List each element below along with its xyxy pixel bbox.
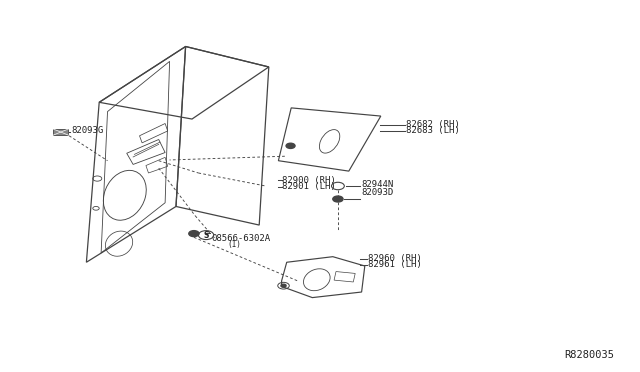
Text: 82944N: 82944N — [362, 180, 394, 189]
Circle shape — [333, 196, 343, 202]
Text: 82683 (LH): 82683 (LH) — [406, 126, 460, 135]
Text: 82960 (RH): 82960 (RH) — [368, 254, 422, 263]
Text: 08566-6302A: 08566-6302A — [211, 234, 270, 243]
Text: S: S — [204, 231, 209, 240]
Text: 82093G: 82093G — [72, 126, 104, 135]
Text: (1): (1) — [227, 240, 241, 249]
Circle shape — [189, 231, 199, 237]
Text: 82093D: 82093D — [362, 188, 394, 197]
Text: R8280035: R8280035 — [564, 350, 614, 360]
Text: 82900 (RH): 82900 (RH) — [282, 176, 335, 185]
Circle shape — [281, 284, 286, 287]
Text: 82901 (LH): 82901 (LH) — [282, 182, 335, 191]
Text: 82682 (RH): 82682 (RH) — [406, 120, 460, 129]
Text: 82961 (LH): 82961 (LH) — [368, 260, 422, 269]
Circle shape — [286, 143, 295, 148]
Polygon shape — [53, 129, 68, 135]
